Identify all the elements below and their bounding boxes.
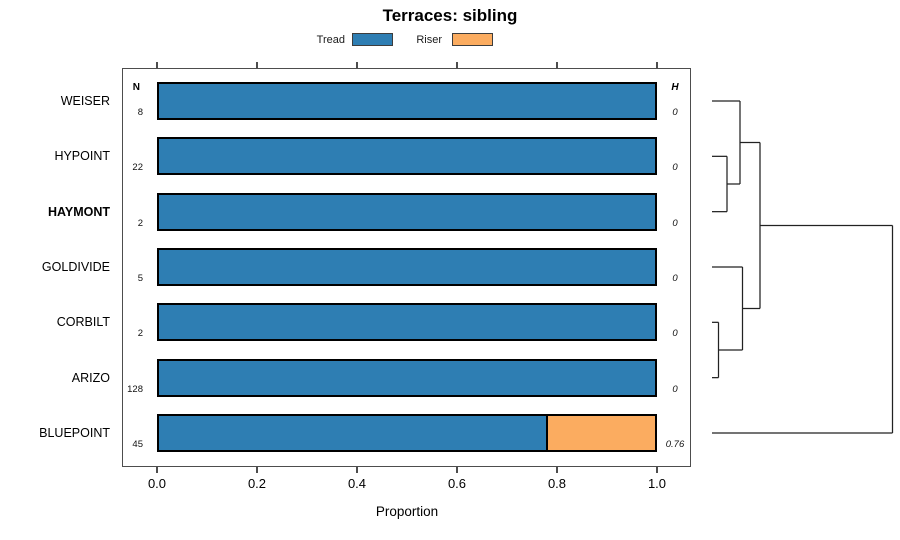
x-axis-tick-top xyxy=(456,62,458,68)
bar-row xyxy=(157,192,657,231)
bar-row xyxy=(157,413,657,452)
n-column-header: N xyxy=(132,82,140,93)
n-value: 5 xyxy=(137,272,143,284)
x-axis-tick-label: 0.2 xyxy=(247,476,267,491)
n-value: 128 xyxy=(127,383,143,395)
x-axis-tick-bottom xyxy=(256,467,258,473)
h-value: 0 xyxy=(672,107,678,118)
x-axis-tick-label: 0.0 xyxy=(147,476,167,491)
x-axis-tick-top xyxy=(556,62,558,68)
x-axis-tick-label: 1.0 xyxy=(647,476,667,491)
category-label: HYPOINT xyxy=(54,149,110,164)
h-value: 0.76 xyxy=(665,438,685,450)
legend-swatch-riser xyxy=(452,33,493,46)
bar-row xyxy=(157,303,657,342)
legend-swatch-tread xyxy=(352,33,393,46)
category-label: WEISER xyxy=(60,94,110,108)
category-label: ARIZO xyxy=(71,370,110,385)
h-value: 0 xyxy=(672,272,678,284)
category-label: CORBILT xyxy=(56,315,110,330)
h-value: 0 xyxy=(672,162,678,174)
legend-label-tread: Tread xyxy=(316,34,345,46)
chart-title: Terraces: sibling xyxy=(382,6,518,25)
legend-label-riser: Riser xyxy=(416,34,442,46)
n-value: 45 xyxy=(132,438,143,450)
bar-row xyxy=(157,137,657,176)
x-axis-tick-bottom xyxy=(156,467,158,473)
x-axis-tick-label: 0.6 xyxy=(447,476,467,491)
x-axis-tick-top xyxy=(256,62,258,68)
x-axis-tick-top xyxy=(656,62,658,68)
x-axis-tick-bottom xyxy=(356,467,358,473)
category-label: BLUEPOINT xyxy=(39,425,110,440)
bar-row xyxy=(157,247,657,286)
n-value: 8 xyxy=(137,107,143,118)
h-column-header: H xyxy=(671,82,679,93)
n-value: 2 xyxy=(137,328,143,340)
riser-segment xyxy=(545,415,655,450)
n-value: 2 xyxy=(137,217,143,229)
h-value: 0 xyxy=(672,383,678,395)
x-axis-tick-label: 0.8 xyxy=(547,476,567,491)
h-value: 0 xyxy=(672,328,678,340)
x-axis-tick-bottom xyxy=(456,467,458,473)
x-axis-tick-top xyxy=(356,62,358,68)
category-label: GOLDIVIDE xyxy=(41,259,110,274)
category-label: HAYMONT xyxy=(47,204,110,219)
bar-row xyxy=(157,358,657,397)
x-axis-tick-bottom xyxy=(656,467,658,473)
n-value: 22 xyxy=(132,162,143,174)
x-axis-label: Proportion xyxy=(375,504,439,519)
bar-row xyxy=(157,82,657,120)
x-axis-tick-label: 0.4 xyxy=(347,476,367,491)
h-value: 0 xyxy=(672,217,678,229)
x-axis-tick-top xyxy=(156,62,158,68)
x-axis-tick-bottom xyxy=(556,467,558,473)
